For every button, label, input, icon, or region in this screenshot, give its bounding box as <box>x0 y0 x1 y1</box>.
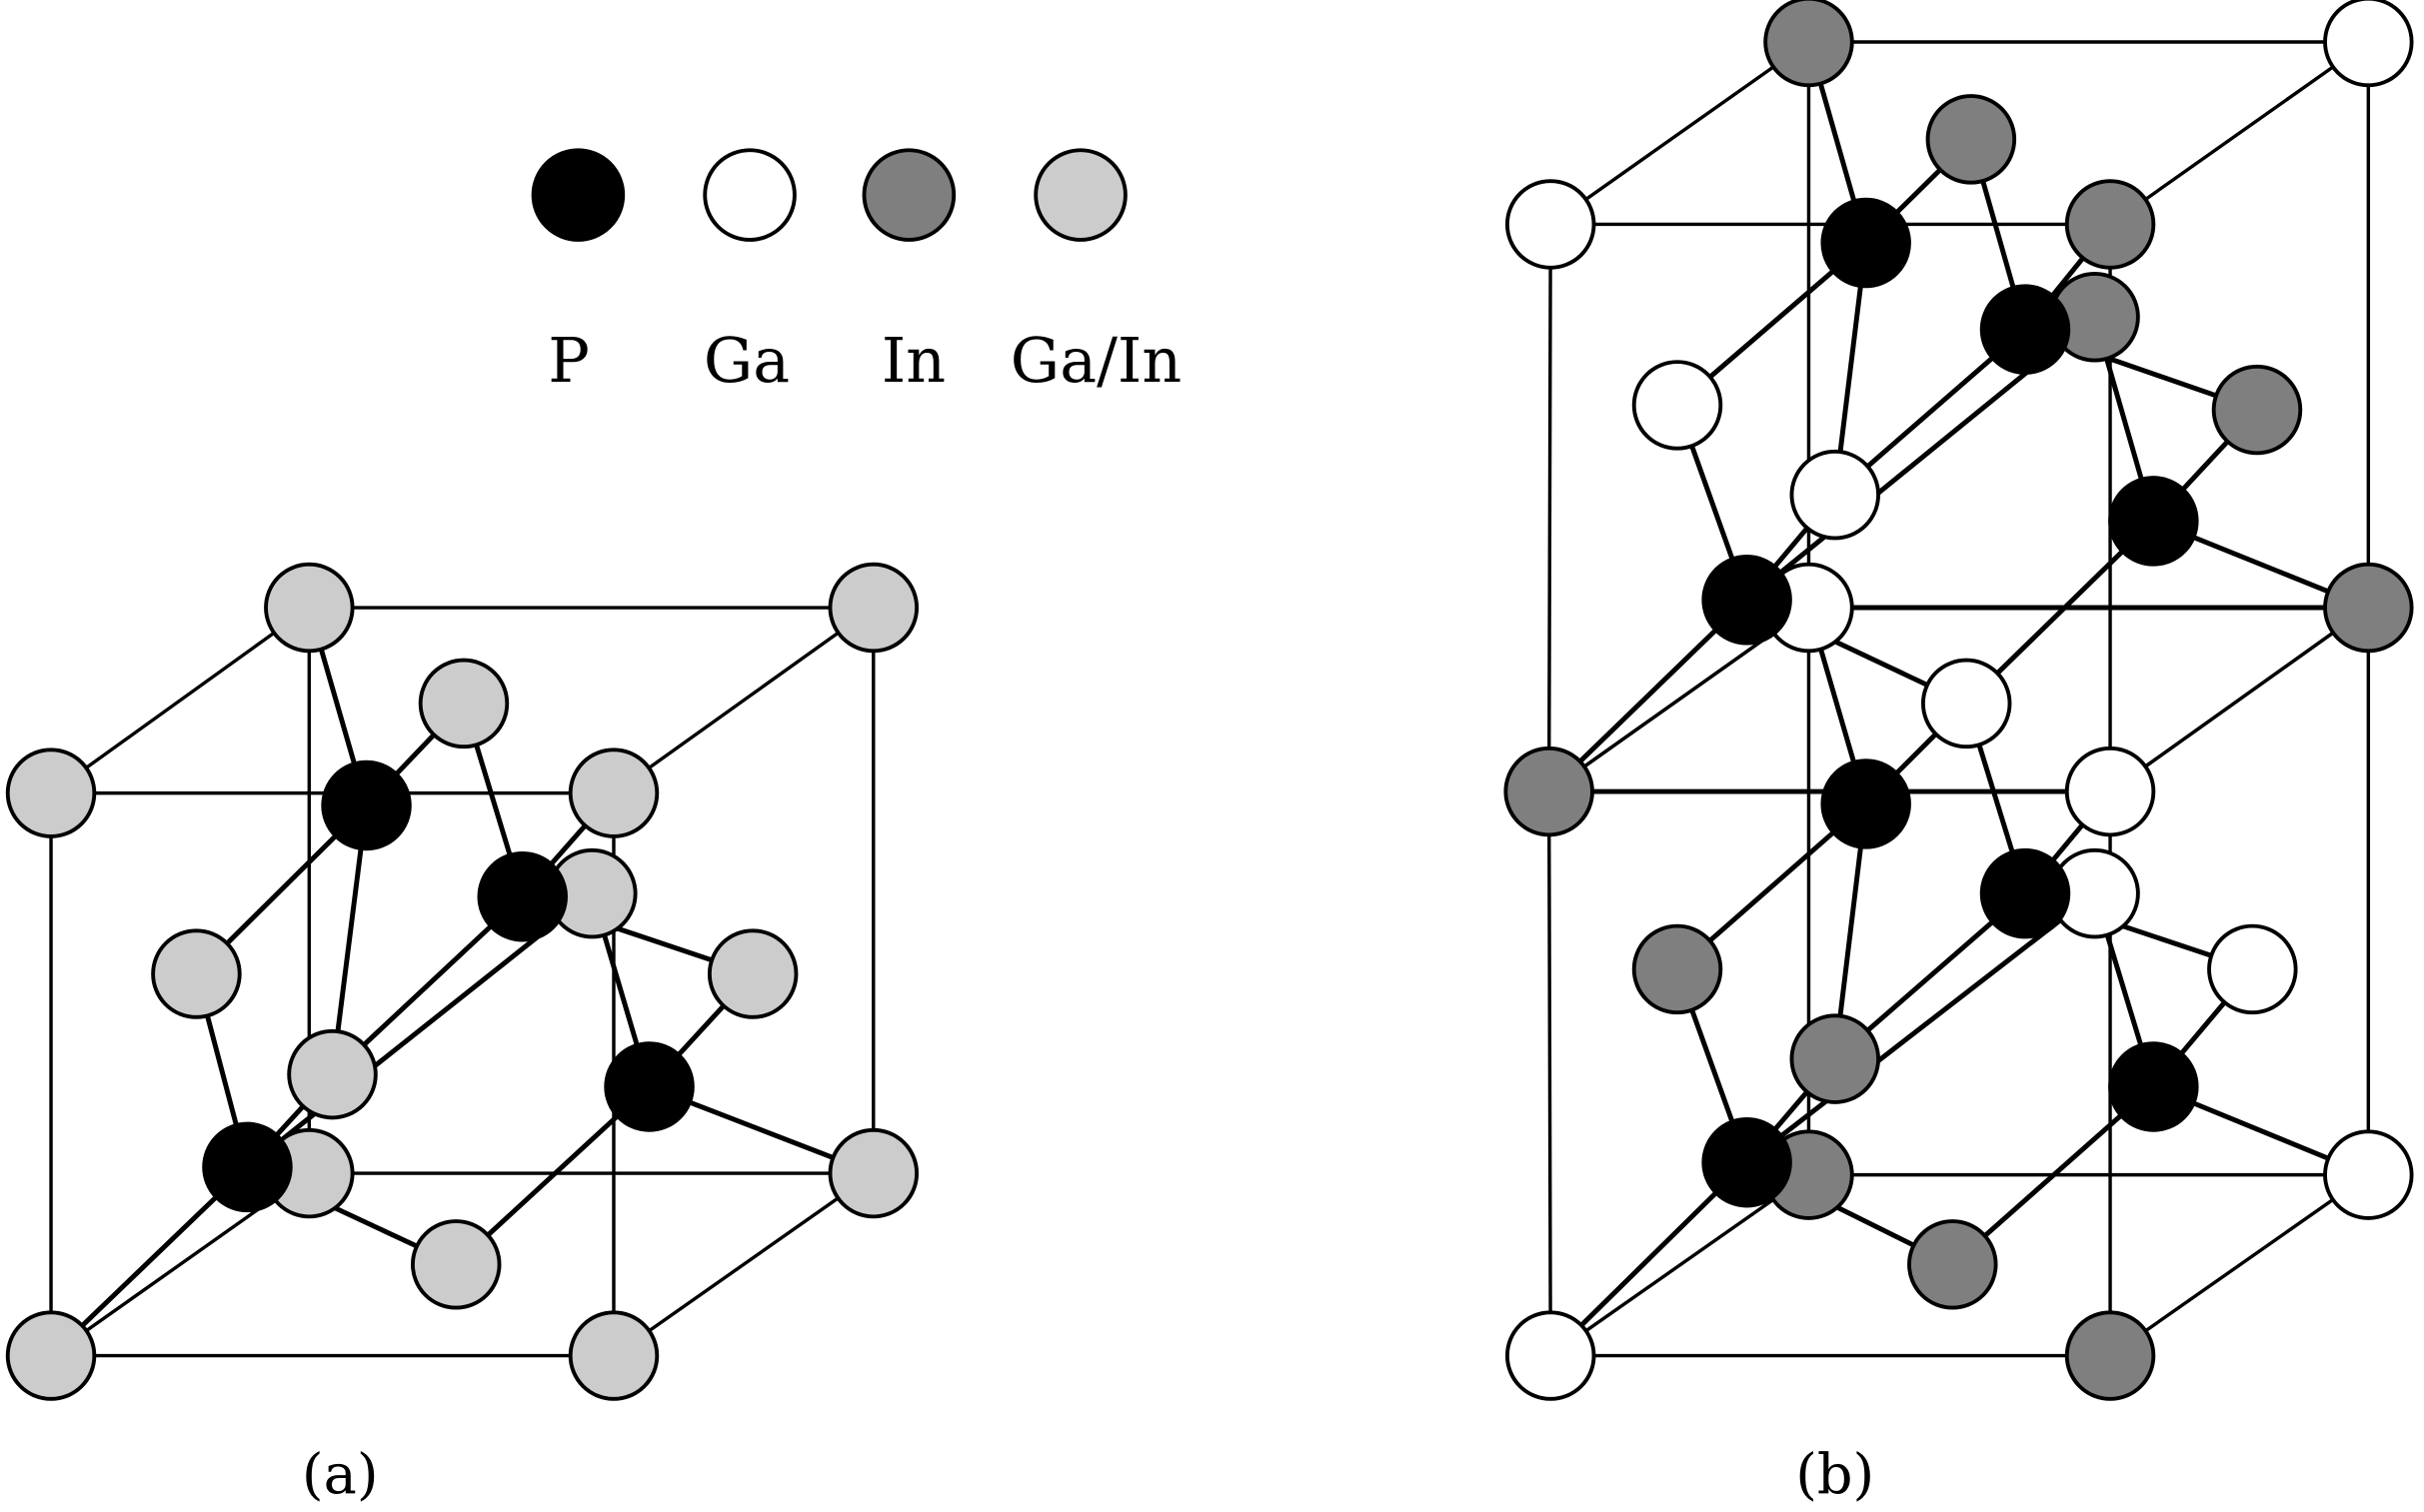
legend-swatch-p <box>531 148 626 242</box>
cell-edge <box>1546 791 1552 1356</box>
panel-b-ordered-cell <box>1503 0 2414 1401</box>
ga-in-atom <box>568 1310 660 1401</box>
legend-label-ga-in: Ga/In <box>1011 325 1182 397</box>
ga-in-atom <box>264 562 355 654</box>
ga-in-atom <box>410 1219 502 1310</box>
ga-atom <box>2323 1129 2414 1220</box>
in-atom <box>2323 562 2414 654</box>
legend: P Ga In Ga/In <box>531 148 1182 397</box>
ga-atom <box>2207 923 2298 1015</box>
ga-atom <box>1789 449 1880 541</box>
in-atom <box>1789 1013 1880 1104</box>
p-atom <box>1820 758 1911 849</box>
legend-label-p: P <box>548 325 590 397</box>
legend-swatch-ga-in <box>1034 148 1128 242</box>
p-atom <box>321 759 412 851</box>
p-atom <box>604 1041 695 1132</box>
in-atom <box>1503 746 1594 837</box>
p-atom <box>1701 1117 1792 1208</box>
p-atom <box>2108 476 2199 567</box>
ga-in-atom <box>287 1028 378 1120</box>
legend-label-in: In <box>882 325 946 397</box>
ga-in-atom <box>568 748 660 838</box>
in-atom <box>2211 364 2303 456</box>
ga-in-atom <box>828 1127 920 1219</box>
ga-atom <box>2323 0 2414 88</box>
p-atom <box>477 850 568 942</box>
legend-swatch-in <box>862 148 957 242</box>
ga-atom <box>2064 746 2156 837</box>
p-atom <box>1979 847 2071 939</box>
in-atom <box>2064 179 2156 270</box>
p-atom <box>202 1121 293 1213</box>
cell-edge <box>1546 224 1552 792</box>
ga-atom <box>1504 1310 1596 1401</box>
cell-edge <box>612 606 875 795</box>
in-atom <box>1925 94 2017 185</box>
legend-label-ga: Ga <box>704 325 790 397</box>
ga-atom <box>1920 658 2012 750</box>
bond <box>1546 598 1749 793</box>
cell-edge <box>2109 1173 2370 1357</box>
ga-atom <box>1504 179 1596 270</box>
cell-edge <box>1549 40 1810 226</box>
in-atom <box>1907 1219 1998 1310</box>
ga-in-atom <box>5 748 97 838</box>
cell-edge <box>2109 606 2370 793</box>
panel-label-b: (b) <box>1795 1442 1874 1507</box>
cell-edge <box>2109 40 2370 226</box>
bond <box>49 1165 250 1358</box>
p-atom <box>1979 284 2071 375</box>
in-atom <box>2064 1310 2156 1401</box>
cell-edge <box>50 606 311 794</box>
panel-label-a: (a) <box>302 1442 379 1507</box>
legend-swatch-ga <box>703 148 797 242</box>
in-atom <box>1763 0 1854 88</box>
ga-atom <box>1631 360 1723 451</box>
bond <box>1745 891 2097 1165</box>
ga-in-atom <box>828 562 920 654</box>
in-atom <box>1631 923 1723 1015</box>
ga-in-atom <box>5 1310 97 1401</box>
panel-a-zincblende-cell <box>5 562 920 1401</box>
cell-edge <box>613 1171 875 1357</box>
p-atom <box>1820 197 1911 289</box>
ga-in-atom <box>418 658 510 750</box>
ga-in-atom <box>151 928 242 1019</box>
p-atom <box>1701 555 1792 646</box>
p-atom <box>2108 1041 2199 1132</box>
bond <box>1548 1160 1749 1358</box>
ga-in-atom <box>707 928 799 1019</box>
cell-edge <box>1549 1173 1810 1357</box>
